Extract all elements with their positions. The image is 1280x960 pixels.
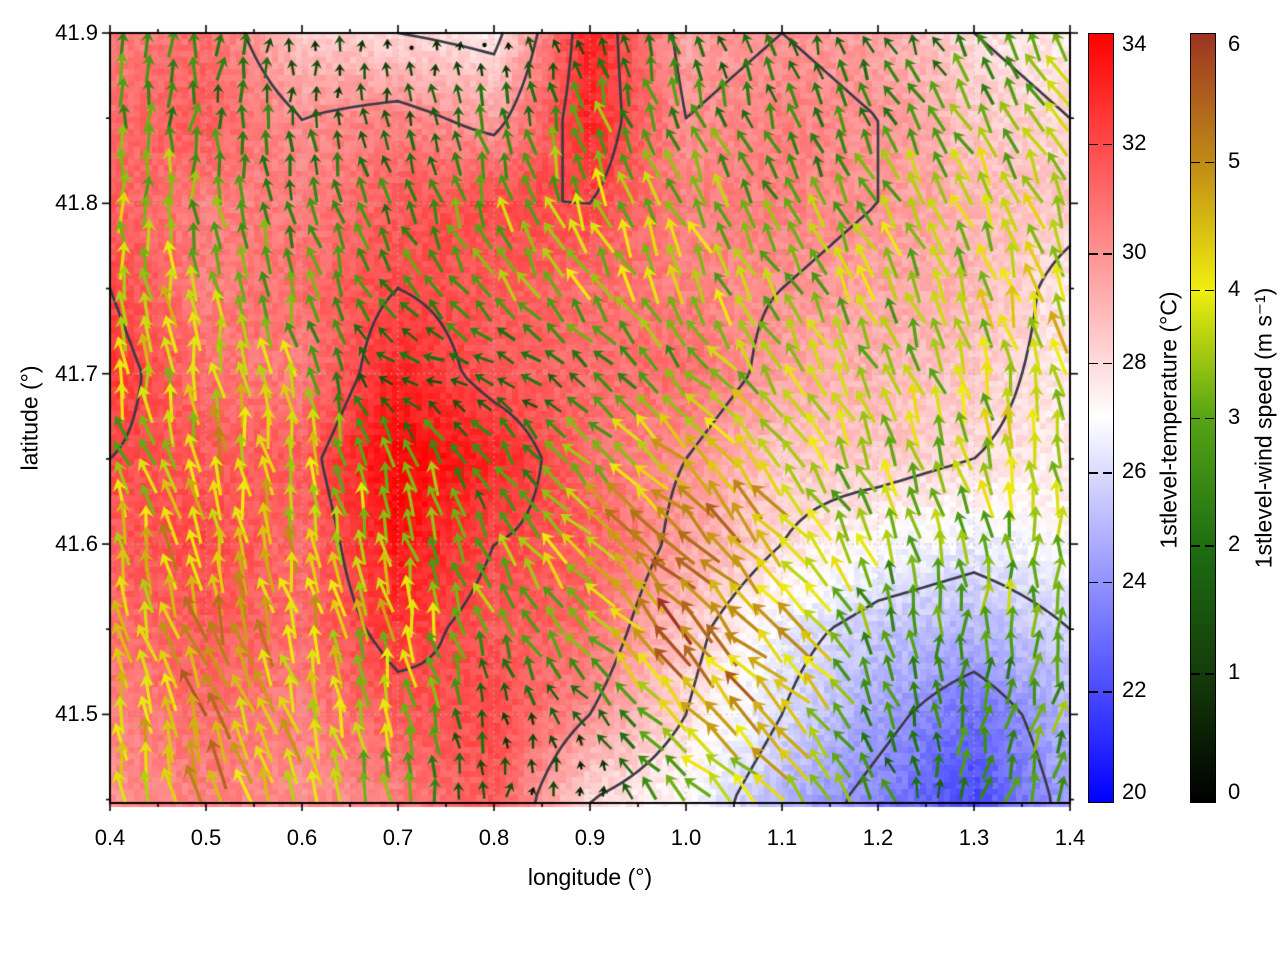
colorbar-tick-label: 3 bbox=[1228, 403, 1241, 429]
colorbar-tick bbox=[1089, 362, 1098, 365]
colorbar-tick bbox=[1089, 253, 1098, 255]
colorbar-tick bbox=[1103, 472, 1112, 474]
colorbar-tick bbox=[1191, 545, 1200, 547]
colorbar-tick-label: 1 bbox=[1228, 659, 1241, 685]
colorbar-tick-label: 28 bbox=[1122, 348, 1147, 374]
x-tick-label: 0.7 bbox=[382, 825, 414, 850]
colorbar-tick bbox=[1205, 673, 1214, 675]
colorbar-tick bbox=[1191, 417, 1200, 420]
colorbar-tick bbox=[1103, 253, 1112, 255]
x-tick-label: 1.3 bbox=[958, 825, 990, 850]
colorbar-tick bbox=[1205, 161, 1214, 164]
y-tick-label: 41.9 bbox=[55, 20, 98, 45]
x-tick-label: 1.2 bbox=[862, 825, 894, 850]
colorbar-tick-label: 30 bbox=[1122, 239, 1147, 265]
wind-speed-colorbar-title: 1stlevel-wind speed (m s⁻¹) bbox=[1250, 287, 1277, 569]
colorbar-tick bbox=[1191, 161, 1200, 164]
colorbar-tick-label: 5 bbox=[1228, 147, 1241, 173]
colorbar-tick bbox=[1089, 143, 1098, 146]
colorbar-tick bbox=[1205, 289, 1214, 292]
x-axis-label: longitude (°) bbox=[527, 864, 653, 890]
colorbar-tick bbox=[1089, 691, 1098, 694]
colorbar-tick-label: 0 bbox=[1228, 779, 1241, 804]
colorbar-tick-label: 24 bbox=[1122, 567, 1147, 593]
y-tick-label: 41.6 bbox=[55, 531, 98, 557]
y-tick-label: 41.7 bbox=[55, 360, 98, 386]
colorbar-tick bbox=[1205, 417, 1214, 420]
colorbar-tick-label: 26 bbox=[1122, 458, 1147, 484]
wind-speed-colorbar bbox=[1190, 33, 1216, 803]
colorbar-tick bbox=[1191, 289, 1200, 292]
colorbar-tick bbox=[1205, 545, 1214, 547]
x-tick-label: 0.6 bbox=[286, 825, 318, 850]
temperature-colorbar-title: 1stlevel-temperature (°C) bbox=[1155, 291, 1182, 549]
colorbar-tick bbox=[1089, 581, 1098, 584]
colorbar-tick-label: 32 bbox=[1122, 129, 1147, 155]
x-tick-label: 1.1 bbox=[766, 825, 798, 850]
x-tick-label: 0.4 bbox=[94, 825, 126, 850]
colorbar-tick-label: 4 bbox=[1228, 275, 1241, 301]
colorbar-tick bbox=[1103, 143, 1112, 146]
x-tick-label: 0.5 bbox=[190, 825, 222, 850]
colorbar-tick bbox=[1103, 691, 1112, 694]
colorbar-tick-label: 20 bbox=[1122, 779, 1147, 804]
colorbar-tick bbox=[1103, 581, 1112, 584]
x-tick-label: 1.4 bbox=[1054, 825, 1086, 850]
colorbar-tick bbox=[1103, 362, 1112, 365]
temperature-colorbar bbox=[1088, 33, 1114, 803]
x-tick-label: 0.8 bbox=[478, 825, 510, 850]
colorbar-tick-label: 6 bbox=[1228, 31, 1241, 56]
colorbar-tick bbox=[1089, 472, 1098, 474]
x-tick-label: 0.9 bbox=[574, 825, 606, 850]
colorbar-tick-label: 2 bbox=[1228, 531, 1241, 557]
y-tick-label: 41.8 bbox=[55, 190, 98, 216]
colorbar-tick-label: 22 bbox=[1122, 677, 1147, 703]
colorbar-tick-label: 34 bbox=[1122, 31, 1147, 56]
y-tick-label: 41.5 bbox=[55, 701, 98, 727]
colorbar-tick bbox=[1191, 673, 1200, 675]
x-tick-label: 1.0 bbox=[670, 825, 702, 850]
